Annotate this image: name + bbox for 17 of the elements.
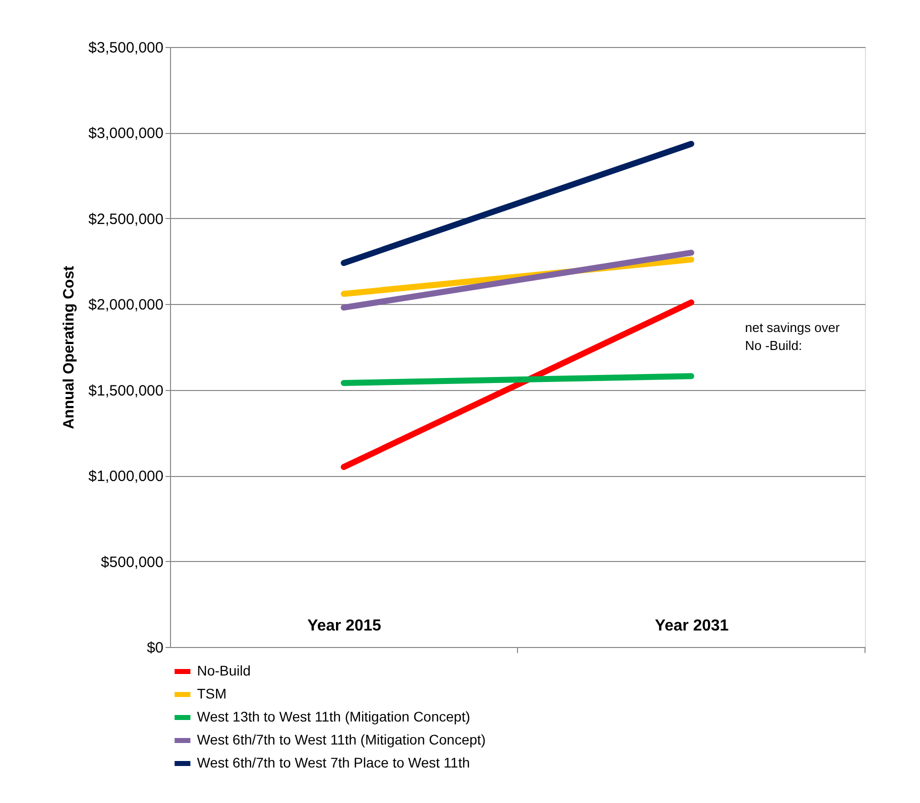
y-tick-label: $3,500,000 bbox=[88, 40, 164, 56]
y-tick-label: $1,000,000 bbox=[88, 468, 164, 486]
y-tick-label: $500,000 bbox=[100, 554, 164, 571]
y-tick-label: $0 bbox=[146, 640, 164, 656]
y-tick-label: $1,500,000 bbox=[88, 382, 164, 400]
legend-label: West 13th to West 11th (Mitigation Concept) bbox=[197, 708, 470, 724]
y-axis-title: Annual Operating Cost bbox=[60, 266, 78, 430]
legend-label: No-Build bbox=[197, 662, 251, 678]
y-tick-label: $3,000,000 bbox=[88, 125, 164, 142]
x-tick-label: Year 2015 bbox=[307, 618, 382, 634]
x-tick-label: Year 2031 bbox=[654, 618, 729, 634]
annotation: net savings over No -Build: bbox=[745, 320, 840, 353]
y-tick-label: $2,000,000 bbox=[88, 296, 164, 314]
y-tick-label: $2,500,000 bbox=[88, 210, 164, 228]
legend-label: TSM bbox=[197, 686, 227, 702]
legend-label: West 6th/7th to West 11th (Mitigation Concept) bbox=[197, 732, 486, 748]
legend-label: West 6th/7th to West 7th Place to West 11th bbox=[197, 754, 470, 770]
